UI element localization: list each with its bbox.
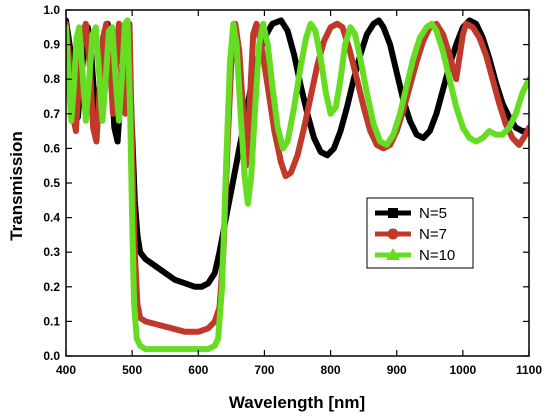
- x-tick-label: 500: [122, 363, 142, 377]
- x-tick-label: 1000: [450, 363, 477, 377]
- legend-label-n-10: N=10: [419, 247, 455, 264]
- x-tick-label: 1100: [516, 363, 542, 377]
- legend-marker-circle: [387, 228, 399, 240]
- plot-area: [65, 9, 530, 357]
- y-tick-label: 0.6: [43, 141, 60, 155]
- legend: N=5 N=7 N=10: [366, 197, 474, 269]
- legend-marker-square: [388, 208, 398, 218]
- x-axis-title: Wavelength [nm]: [229, 393, 365, 412]
- x-tick-label: 400: [56, 363, 76, 377]
- legend-label-n-7: N=7: [419, 226, 447, 243]
- x-tick-label: 700: [254, 363, 274, 377]
- y-tick-label: 0.0: [43, 349, 60, 363]
- y-axis-title: Transmission: [7, 131, 26, 241]
- y-tick-label: 0.9: [43, 38, 60, 52]
- legend-label-n-5: N=5: [419, 205, 447, 222]
- y-tick-label: 1.0: [43, 3, 60, 17]
- y-tick-label: 0.7: [43, 107, 60, 121]
- series-lines: [66, 17, 529, 353]
- y-axis: 0.0 0.1 0.2 0.3 0.4 0.5 0.6 0.7 0.8 0.9 1.0: [43, 3, 529, 363]
- y-tick-label: 0.3: [43, 245, 60, 259]
- y-tick-label: 0.2: [43, 280, 60, 294]
- legend-marker-triangle: [386, 248, 400, 260]
- x-tick-label: 900: [387, 363, 407, 377]
- x-axis: 400 500 600 700 800 900 1000 1100: [56, 10, 542, 377]
- x-tick-label: 800: [321, 363, 341, 377]
- y-tick-label: 0.5: [43, 176, 60, 190]
- y-tick-label: 0.1: [43, 314, 60, 328]
- y-tick-label: 0.4: [43, 211, 60, 225]
- x-tick-label: 600: [188, 363, 208, 377]
- series-line-n-10: [66, 17, 529, 353]
- y-tick-label: 0.8: [43, 72, 60, 86]
